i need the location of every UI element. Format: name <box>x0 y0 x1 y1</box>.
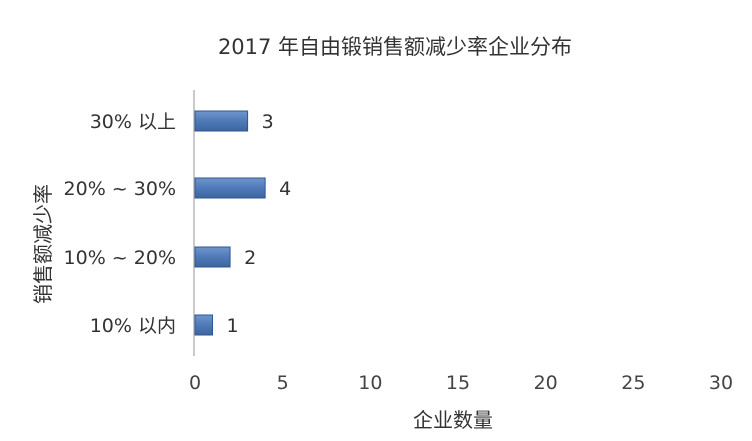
data-label: 4 <box>279 178 291 200</box>
x-tick-label: 0 <box>189 372 201 394</box>
x-tick-label: 5 <box>277 372 289 394</box>
x-tick-label: 25 <box>621 372 645 394</box>
data-label: 1 <box>227 315 239 337</box>
x-tick-labels: 0 5 10 15 20 25 30 <box>189 372 733 394</box>
y-axis-label: 销售额减少率 <box>31 184 55 304</box>
x-tick-label: 30 <box>709 372 733 394</box>
category-label: 10% ~ 20% <box>64 247 176 269</box>
x-tick-label: 15 <box>446 372 470 394</box>
bars <box>194 110 266 336</box>
x-tick-label: 20 <box>534 372 558 394</box>
data-label: 2 <box>244 247 256 269</box>
chart-title: 2017 年自由锻销售额减少率企业分布 <box>218 35 572 59</box>
category-label: 30% 以上 <box>90 111 176 133</box>
x-tick-label: 10 <box>358 372 382 394</box>
x-axis-label: 企业数量 <box>413 408 493 432</box>
category-label: 10% 以内 <box>90 315 176 337</box>
data-label: 3 <box>262 111 274 133</box>
bar <box>194 314 214 336</box>
category-labels: 30% 以上 20% ~ 30% 10% ~ 20% 10% 以内 <box>64 111 176 337</box>
value-labels: 3 4 2 1 <box>227 111 292 337</box>
bar <box>194 110 249 132</box>
bar <box>194 246 231 268</box>
bar <box>194 177 266 199</box>
category-label: 20% ~ 30% <box>64 178 176 200</box>
